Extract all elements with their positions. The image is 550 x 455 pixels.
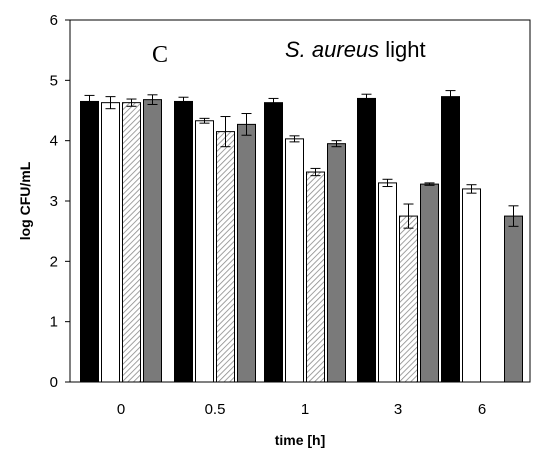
x-tick-label: 3 [394, 401, 402, 418]
axis-ticks [65, 19, 70, 383]
bar-white-6 [462, 188, 481, 383]
bar-hatched-1 [306, 171, 325, 383]
x-tick-label: 1 [301, 401, 309, 418]
bar-hatched-0 [122, 102, 141, 383]
bar-black-1 [264, 102, 283, 383]
bar-white-3 [378, 182, 397, 383]
y-tick-label: 0 [50, 374, 58, 391]
chart-title-rest: light [379, 37, 425, 62]
bar-gray-0 [143, 99, 162, 383]
x-tick-label: 0.5 [205, 401, 226, 418]
y-axis-label: log CFU/mL [17, 161, 33, 240]
error-bars [84, 90, 519, 229]
bar-hatched-3 [399, 215, 418, 383]
tick-labels: 0 1 2 3 4 5 6 0 0.5 1 3 6 [50, 12, 487, 418]
bar-gray-0.5 [237, 123, 256, 383]
y-tick-label: 6 [50, 12, 58, 29]
bar-gray-1 [327, 143, 346, 383]
chart-title: S. aureus light [285, 37, 426, 62]
y-tick-label: 2 [50, 253, 58, 270]
y-tick-label: 5 [50, 72, 58, 89]
x-tick-label: 6 [478, 401, 486, 418]
bars [80, 96, 523, 383]
panel-letter: C [152, 42, 168, 68]
bar-white-0.5 [195, 120, 214, 383]
bar-black-3 [357, 97, 376, 383]
bar-hatched-0.5 [216, 131, 235, 383]
bar-gray-6 [504, 215, 523, 383]
bar-white-0 [101, 102, 120, 383]
x-tick-label: 0 [117, 401, 125, 418]
y-tick-label: 1 [50, 314, 58, 331]
bar-black-0 [80, 100, 99, 383]
bar-gray-3 [420, 183, 439, 383]
chart-title-italic: S. aureus [285, 37, 379, 62]
y-tick-label: 4 [50, 133, 58, 150]
bar-black-0.5 [174, 100, 193, 383]
x-axis-label: time [h] [275, 432, 326, 448]
y-tick-label: 3 [50, 193, 58, 210]
bar-white-1 [285, 138, 304, 383]
bar-black-6 [441, 96, 460, 383]
